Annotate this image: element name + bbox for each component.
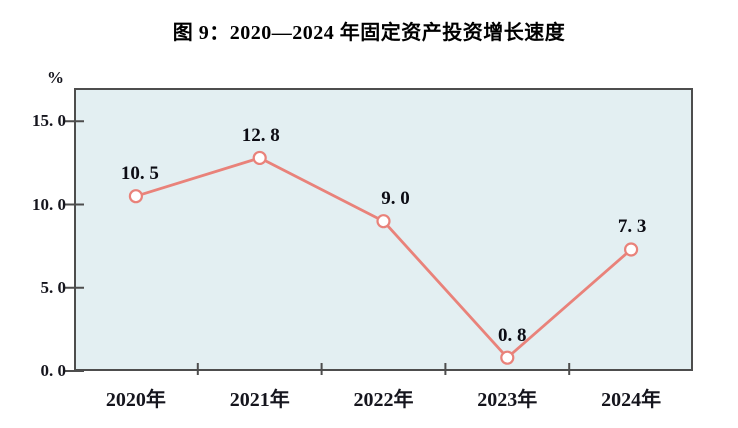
x-tick-label: 2020年 <box>105 389 166 411</box>
y-tick-label: 5. 0 <box>40 277 67 297</box>
data-label: 12. 8 <box>241 124 280 146</box>
y-tick-label: 10. 0 <box>32 194 66 214</box>
y-tick-label: 15. 0 <box>32 111 66 131</box>
x-tick-label: 2021年 <box>229 389 290 411</box>
x-tick-label: 2024年 <box>601 389 662 411</box>
x-tick-label: 2022年 <box>353 389 414 411</box>
data-label: 10. 5 <box>120 163 159 185</box>
plot-area <box>74 88 693 371</box>
chart-title: 图 9：2020—2024 年固定资产投资增长速度 <box>172 22 566 44</box>
y-tick-label: 0. 0 <box>40 361 67 380</box>
y-axis-unit-label: % <box>47 68 64 87</box>
x-tick-label: 2023年 <box>477 389 538 411</box>
data-label: 0. 8 <box>498 324 527 346</box>
data-label: 7. 3 <box>617 216 647 238</box>
data-label: 9. 0 <box>381 188 410 210</box>
